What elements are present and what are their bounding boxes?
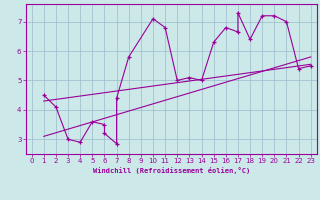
X-axis label: Windchill (Refroidissement éolien,°C): Windchill (Refroidissement éolien,°C) [92,167,250,174]
